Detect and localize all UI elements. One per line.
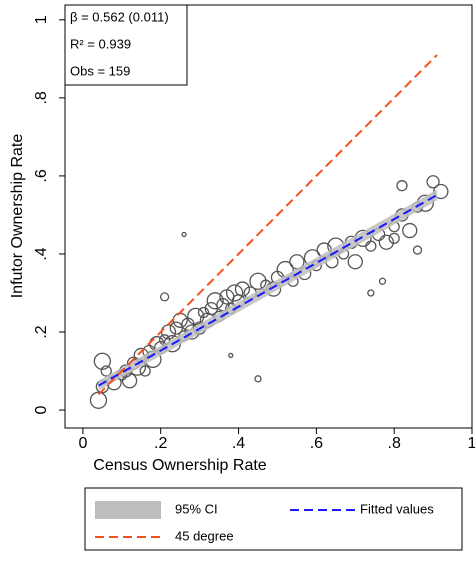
x-tick-label: 0 bbox=[78, 435, 87, 452]
x-tick-label: .6 bbox=[310, 435, 323, 452]
annotation: β = 0.562 (0.011) bbox=[70, 9, 169, 24]
annotation: Obs = 159 bbox=[70, 63, 130, 78]
series-line bbox=[97, 54, 438, 396]
scatter-point bbox=[396, 180, 408, 192]
legend-label: 45 degree bbox=[175, 528, 234, 543]
annotation: R² = 0.939 bbox=[70, 36, 131, 51]
scatter-point bbox=[197, 306, 210, 319]
scatter-point bbox=[93, 352, 112, 370]
y-tick-label: .2 bbox=[33, 325, 50, 338]
scatter-point bbox=[139, 365, 151, 377]
y-axis-title: Infutor Ownership Rate bbox=[9, 134, 26, 299]
scatter-point bbox=[426, 175, 440, 189]
scatter-point bbox=[378, 277, 387, 285]
x-tick-label: .4 bbox=[232, 435, 245, 452]
scatter-point bbox=[234, 281, 251, 297]
scatter-point bbox=[249, 272, 267, 290]
legend-label: Fitted values bbox=[360, 501, 434, 516]
scatter-point bbox=[347, 254, 363, 270]
legend-label: 95% CI bbox=[175, 501, 218, 516]
scatter-point bbox=[172, 312, 188, 328]
y-tick-label: 0 bbox=[33, 406, 50, 415]
legend-swatch bbox=[95, 501, 161, 519]
scatter-point bbox=[89, 391, 108, 409]
scatter-point bbox=[367, 289, 375, 297]
x-tick-label: 1 bbox=[468, 435, 475, 452]
x-tick-label: .2 bbox=[154, 435, 167, 452]
x-axis-title: Census Ownership Rate bbox=[93, 457, 267, 474]
y-tick-label: .4 bbox=[33, 247, 50, 260]
scatter-point bbox=[402, 222, 418, 239]
scatter-point bbox=[388, 232, 400, 245]
scatter-point bbox=[228, 352, 234, 359]
x-tick-label: .8 bbox=[388, 435, 401, 452]
y-tick-label: .6 bbox=[33, 169, 50, 182]
scatter-point bbox=[365, 240, 377, 252]
scatter-point bbox=[121, 373, 138, 389]
scatter-point bbox=[225, 284, 244, 302]
scatter-point bbox=[378, 234, 395, 250]
y-tick-label: 1 bbox=[33, 15, 50, 24]
scatter-point bbox=[100, 365, 112, 377]
annotation-box bbox=[64, 4, 188, 86]
scatter-point bbox=[169, 321, 183, 335]
plot-frame bbox=[64, 4, 473, 429]
ci-band bbox=[98, 189, 437, 391]
scatter-point bbox=[206, 292, 224, 310]
scatter-point bbox=[254, 375, 262, 383]
scatter-point bbox=[159, 292, 170, 302]
scatter-point bbox=[181, 231, 187, 238]
y-tick-label: .8 bbox=[33, 91, 50, 104]
scatter-point bbox=[412, 245, 423, 255]
series-line bbox=[97, 194, 438, 387]
